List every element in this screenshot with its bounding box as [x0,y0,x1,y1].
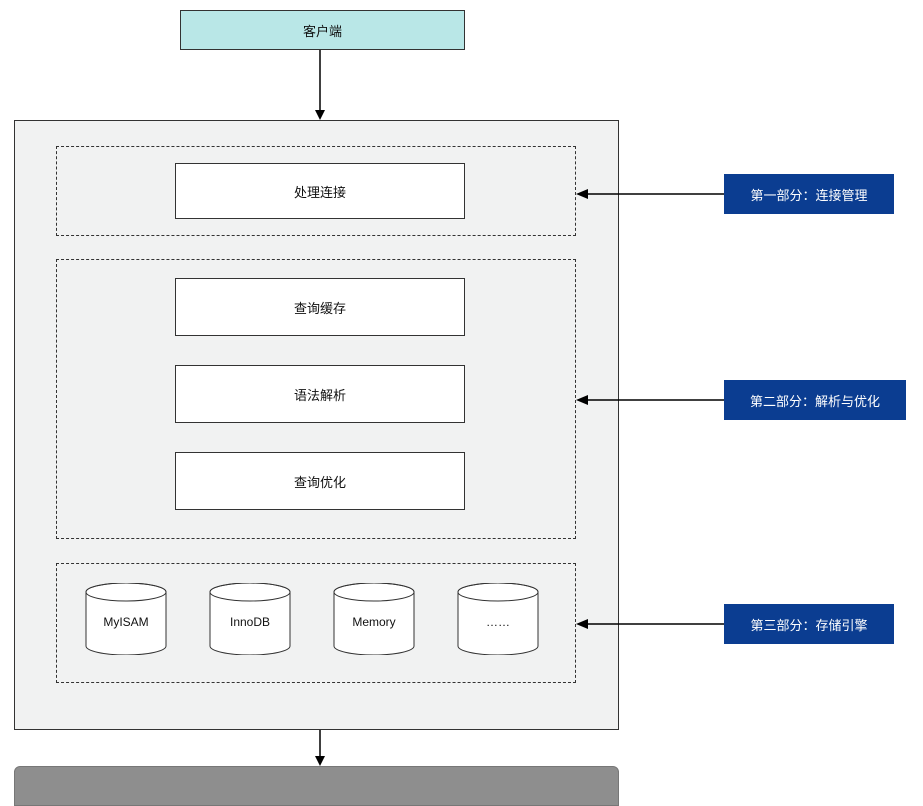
engine-more-label: …… [486,615,510,629]
node-process-connection-label: 处理连接 [294,182,346,201]
engine-more: …… [457,583,539,655]
engine-myisam: MyISAM [85,583,167,655]
node-process-connection: 处理连接 [175,163,465,219]
engine-memory: Memory [333,583,415,655]
arrow-label-1 [576,188,724,200]
label-part-1: 第一部分：连接管理 [724,174,894,214]
engine-innodb: InnoDB [209,583,291,655]
node-client: 客户端 [180,10,465,50]
node-query-opt-label: 查询优化 [294,472,346,491]
node-client-label: 客户端 [303,21,342,40]
node-bottom-bar [14,766,619,806]
engine-myisam-label: MyISAM [103,615,148,629]
label-part-3: 第三部分：存储引擎 [724,604,894,644]
node-syntax-parse-label: 语法解析 [294,385,346,404]
arrow-label-2 [576,394,724,406]
arrow-server-to-bottom [314,730,326,766]
label-part-1-text: 第一部分：连接管理 [750,185,867,204]
label-part-2-text: 第二部分：解析与优化 [750,391,880,410]
label-part-2: 第二部分：解析与优化 [724,380,906,420]
arrow-client-to-server [314,50,326,120]
arrow-label-3 [576,618,724,630]
label-part-3-text: 第三部分：存储引擎 [750,615,867,634]
node-syntax-parse: 语法解析 [175,365,465,423]
node-query-cache: 查询缓存 [175,278,465,336]
node-query-cache-label: 查询缓存 [294,298,346,317]
engine-memory-label: Memory [352,615,395,629]
diagram-canvas: 客户端 处理连接 查询缓存 语法解析 查询优化 MyISAM [0,0,923,778]
node-query-opt: 查询优化 [175,452,465,510]
engine-innodb-label: InnoDB [230,615,270,629]
